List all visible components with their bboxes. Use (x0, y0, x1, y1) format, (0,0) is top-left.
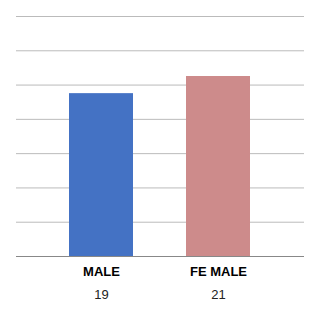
svg-text:21: 21 (211, 287, 225, 302)
svg-text:FE MALE: FE MALE (190, 264, 247, 279)
svg-text:19: 19 (94, 287, 108, 302)
svg-text:MALE: MALE (83, 264, 120, 279)
